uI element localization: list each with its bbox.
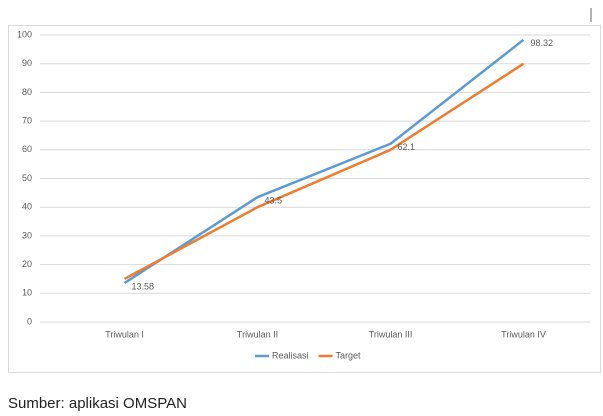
y-tick-label: 50	[22, 173, 32, 183]
y-tick-label: 30	[22, 230, 32, 240]
y-tick-label: 90	[22, 58, 32, 68]
y-tick-label: 40	[22, 202, 32, 212]
data-label: 13.58	[132, 281, 155, 291]
y-tick-label: 80	[22, 87, 32, 97]
y-tick-label: 100	[17, 29, 32, 39]
y-tick-label: 20	[22, 259, 32, 269]
y-tick-label: 10	[22, 288, 32, 298]
x-tick-label: Triwulan IV	[501, 329, 546, 339]
data-label: 98.32	[531, 38, 554, 48]
chart: 0 10 20 30 40 50 60 70 80 90 100 Triwulan I Triwulan…	[8, 8, 601, 373]
series-line	[123, 62, 525, 281]
y-tick-label: 60	[22, 144, 32, 154]
legend-label: Realisasi	[272, 350, 309, 360]
data-label: 43.5	[265, 196, 283, 206]
legend-label: Target	[336, 350, 362, 360]
chart-frame	[8, 25, 601, 373]
x-tick-label: Triwulan II	[237, 329, 278, 339]
y-tick-label: 70	[22, 115, 32, 125]
data-label: 62.1	[398, 142, 416, 152]
series-line	[123, 38, 525, 285]
source-note: Sumber: aplikasi OMSPAN	[8, 395, 187, 412]
x-tick-label: Triwulan I	[105, 329, 144, 339]
x-tick-label: Triwulan III	[369, 329, 413, 339]
y-tick-label: 0	[27, 316, 32, 326]
